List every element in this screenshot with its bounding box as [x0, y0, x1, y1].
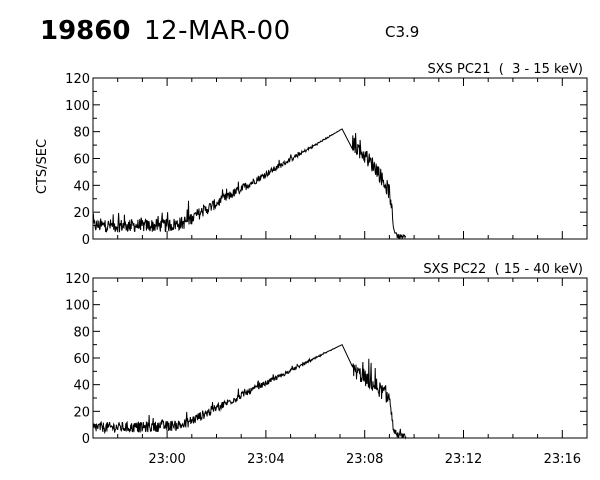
- panel-title: SXS PC21 ( 3 - 15 keV): [427, 62, 583, 77]
- x-tick-label: 23:16: [544, 452, 581, 467]
- flare-class: C3.9: [385, 23, 420, 41]
- event-id: 19860: [40, 16, 131, 46]
- y-tick-label: 0: [82, 432, 90, 447]
- y-tick-label: 80: [73, 325, 90, 340]
- x-tick-label: 23:12: [445, 452, 482, 467]
- y-axis-label: CTS/SEC: [35, 139, 50, 194]
- x-tick-label: 23:00: [148, 452, 185, 467]
- x-tick-label: 23:04: [247, 452, 284, 467]
- panel-1: 0 20 40 60 80 100 120 SXS PC21 ( 3 - 15 keV) CTS…: [35, 62, 588, 248]
- y-tick-label: 100: [65, 299, 90, 314]
- y-tick-label: 20: [73, 405, 90, 420]
- y-tick-label: 60: [73, 352, 90, 367]
- y-tick-label: 60: [73, 153, 90, 168]
- y-tick-label: 40: [73, 379, 90, 394]
- axes-frame: [92, 277, 588, 439]
- y-tick-label: 0: [82, 233, 90, 248]
- series-line: [92, 128, 407, 240]
- panel-2: 0 20 40 60 80 100 120 23:00 23:04 23:08 23:12 23:16…: [65, 262, 588, 467]
- panel-title: SXS PC22 ( 15 - 40 keV): [423, 262, 583, 277]
- y-tick-label: 100: [65, 99, 90, 114]
- y-tick-label: 40: [73, 179, 90, 194]
- y-tick-label: 120: [65, 72, 90, 87]
- y-tick-label: 80: [73, 126, 90, 141]
- series-line: [92, 344, 407, 440]
- x-tick-label: 23:08: [346, 452, 383, 467]
- y-tick-label: 120: [65, 272, 90, 287]
- y-tick-label: 20: [73, 206, 90, 221]
- event-date: 12-MAR-00: [144, 16, 291, 46]
